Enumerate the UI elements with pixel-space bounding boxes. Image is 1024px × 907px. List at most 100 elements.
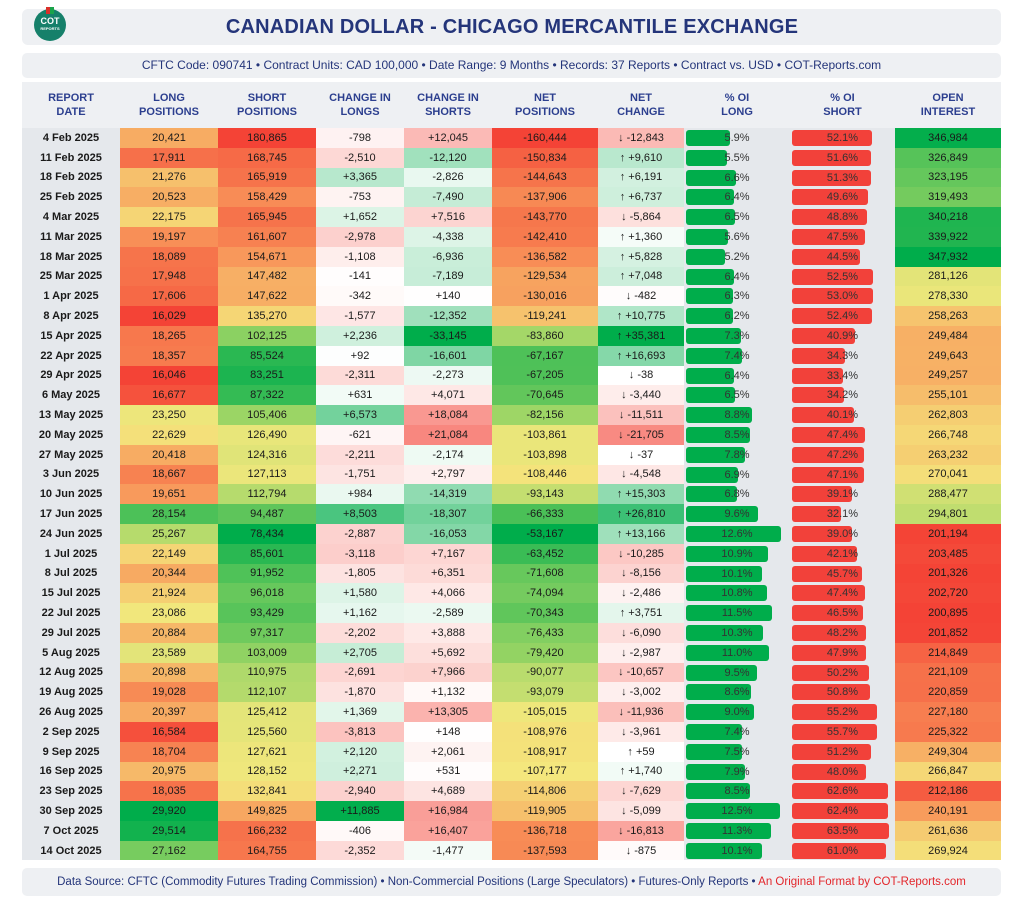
pct-oi-short-cell: 32.1% bbox=[790, 504, 895, 524]
pct-oi-short-bar bbox=[792, 525, 852, 542]
change-in-longs-cell: -2,352 bbox=[316, 840, 404, 861]
pct-oi-long-value: 7.5% bbox=[724, 745, 750, 758]
net-positions-cell: -93,143 bbox=[492, 484, 598, 505]
pct-oi-short-value: 40.9% bbox=[826, 329, 859, 342]
pct-oi-short-cell: 33.4% bbox=[790, 365, 895, 386]
change-in-longs-cell: -621 bbox=[316, 424, 404, 445]
net-change-cell: ↓ -3,002 bbox=[598, 682, 684, 703]
pct-oi-short-bar bbox=[792, 644, 866, 661]
pct-oi-short-bar bbox=[792, 704, 877, 721]
pct-oi-long-bar bbox=[686, 426, 750, 443]
long-positions-cell: 22,629 bbox=[120, 424, 218, 445]
report-date-cell: 12 Aug 2025 bbox=[22, 662, 120, 683]
pct-oi-short-cell: 61.0% bbox=[790, 840, 895, 861]
pct-oi-long-cell: 6.3% bbox=[684, 286, 790, 307]
net-change-cell: ↓ -21,705 bbox=[598, 424, 684, 445]
open-interest-cell: 212,186 bbox=[895, 781, 1001, 802]
short-positions-cell: 135,270 bbox=[218, 306, 316, 326]
net-change-cell: ↑ +1,740 bbox=[598, 761, 684, 782]
pct-oi-short-bar bbox=[792, 565, 863, 582]
change-in-longs-cell: +1,369 bbox=[316, 702, 404, 722]
pct-oi-long-value: 8.6% bbox=[724, 686, 750, 699]
change-in-longs-cell: -1,577 bbox=[316, 306, 404, 326]
pct-oi-long-value: 7.3% bbox=[724, 329, 750, 342]
pct-oi-short-bar bbox=[792, 585, 865, 602]
column-header-pct-oi-long: % OI LONG bbox=[684, 82, 790, 128]
pct-oi-long-bar bbox=[686, 130, 731, 146]
change-in-shorts-cell: -1,477 bbox=[404, 840, 492, 861]
short-positions-cell: 147,622 bbox=[218, 286, 316, 307]
pct-oi-short-value: 34.2% bbox=[826, 389, 859, 402]
pct-oi-short-cell: 47.1% bbox=[790, 464, 895, 485]
column-header-change-in-longs: CHANGE IN LONGS bbox=[316, 82, 404, 128]
column-header-report-date: REPORT DATE bbox=[22, 82, 120, 128]
net-change-cell: ↓ -8,156 bbox=[598, 563, 684, 584]
open-interest-cell: 288,477 bbox=[895, 484, 1001, 505]
pct-oi-long-bar bbox=[686, 446, 745, 463]
pct-oi-short-bar bbox=[792, 684, 870, 701]
long-positions-cell: 21,924 bbox=[120, 583, 218, 604]
pct-oi-long-bar bbox=[686, 743, 743, 760]
report-date-cell: 18 Feb 2025 bbox=[22, 167, 120, 188]
pct-oi-short-bar bbox=[792, 347, 845, 364]
change-in-shorts-cell: +7,167 bbox=[404, 543, 492, 564]
pct-oi-short-bar bbox=[792, 506, 842, 523]
net-change-cell: ↓ -37 bbox=[598, 444, 684, 465]
pct-oi-long-value: 10.9% bbox=[721, 547, 753, 560]
pct-oi-short-cell: 45.7% bbox=[790, 563, 895, 584]
pct-oi-long-cell: 5.6% bbox=[684, 226, 790, 247]
pct-oi-short-value: 32.1% bbox=[826, 508, 859, 521]
report-date-cell: 15 Apr 2025 bbox=[22, 325, 120, 346]
pct-oi-long-bar bbox=[686, 169, 736, 186]
change-in-shorts-cell: -12,352 bbox=[404, 306, 492, 326]
column-header-net-positions: NET POSITIONS bbox=[492, 82, 598, 128]
net-change-cell: ↓ -11,511 bbox=[598, 405, 684, 425]
long-positions-cell: 22,149 bbox=[120, 543, 218, 564]
net-change-cell: ↓ -482 bbox=[598, 286, 684, 307]
net-change-cell: ↑ +5,828 bbox=[598, 246, 684, 267]
change-in-shorts-cell: +2,061 bbox=[404, 741, 492, 762]
pct-oi-long-bar bbox=[686, 565, 762, 582]
report-date-cell: 22 Jul 2025 bbox=[22, 603, 120, 623]
net-change-cell: ↑ +3,751 bbox=[598, 603, 684, 623]
short-positions-cell: 158,429 bbox=[218, 187, 316, 208]
long-positions-cell: 22,175 bbox=[120, 207, 218, 227]
footer: Data Source: CFTC (Commodity Futures Tra… bbox=[22, 868, 1001, 896]
net-positions-cell: -74,094 bbox=[492, 583, 598, 604]
net-positions-cell: -119,241 bbox=[492, 306, 598, 326]
pct-oi-short-bar bbox=[792, 130, 872, 146]
pct-oi-long-value: 6.4% bbox=[724, 191, 750, 204]
open-interest-cell: 262,803 bbox=[895, 405, 1001, 425]
pct-oi-short-bar bbox=[792, 308, 873, 325]
net-change-cell: ↓ -16,813 bbox=[598, 820, 684, 841]
pct-oi-short-bar bbox=[792, 624, 866, 641]
pct-oi-long-value: 6.2% bbox=[724, 310, 750, 323]
long-positions-cell: 19,197 bbox=[120, 226, 218, 247]
pct-oi-long-bar bbox=[686, 486, 737, 503]
change-in-longs-cell: +11,885 bbox=[316, 801, 404, 821]
pct-oi-long-cell: 5.5% bbox=[684, 147, 790, 168]
pct-oi-short-cell: 42.1% bbox=[790, 543, 895, 564]
open-interest-cell: 255,101 bbox=[895, 385, 1001, 406]
pct-oi-short-value: 33.4% bbox=[826, 369, 859, 382]
pct-oi-short-cell: 48.2% bbox=[790, 622, 895, 643]
report-date-cell: 4 Mar 2025 bbox=[22, 207, 120, 227]
pct-oi-short-cell: 34.3% bbox=[790, 345, 895, 366]
short-positions-cell: 102,125 bbox=[218, 325, 316, 346]
net-positions-cell: -108,917 bbox=[492, 741, 598, 762]
short-positions-cell: 161,607 bbox=[218, 226, 316, 247]
report-date-cell: 26 Aug 2025 bbox=[22, 702, 120, 722]
long-positions-cell: 17,948 bbox=[120, 266, 218, 287]
change-in-shorts-cell: -16,053 bbox=[404, 523, 492, 544]
change-in-longs-cell: -2,510 bbox=[316, 147, 404, 168]
net-positions-cell: -144,643 bbox=[492, 167, 598, 188]
pct-oi-short-value: 48.2% bbox=[826, 626, 859, 639]
pct-oi-short-cell: 47.2% bbox=[790, 444, 895, 465]
change-in-shorts-cell: +531 bbox=[404, 761, 492, 782]
open-interest-cell: 227,180 bbox=[895, 702, 1001, 722]
net-change-cell: ↑ +13,166 bbox=[598, 523, 684, 544]
pct-oi-short-value: 61.0% bbox=[826, 844, 859, 857]
pct-oi-long-value: 6.6% bbox=[724, 171, 750, 184]
pct-oi-short-value: 39.1% bbox=[826, 488, 859, 501]
pct-oi-long-bar bbox=[686, 189, 734, 206]
